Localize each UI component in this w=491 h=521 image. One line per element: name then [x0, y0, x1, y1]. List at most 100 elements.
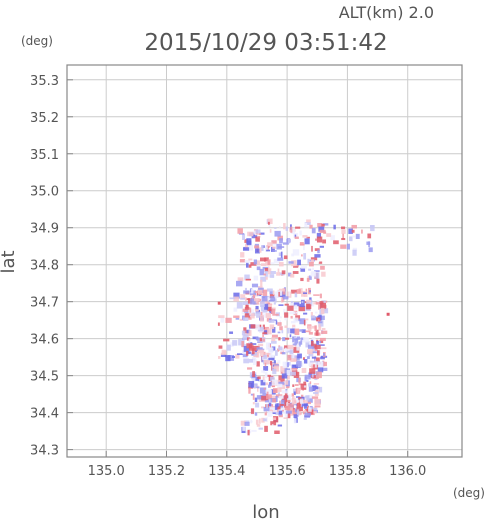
- echo-cell: [243, 345, 247, 352]
- echo-cell: [217, 301, 221, 305]
- echo-cell: [303, 291, 308, 297]
- echo-cell: [341, 226, 346, 230]
- echo-cell: [319, 302, 327, 309]
- echo-cell: [267, 221, 270, 225]
- echo-cell: [319, 293, 322, 299]
- echo-cell: [301, 367, 307, 373]
- echo-cell: [259, 232, 265, 235]
- echo-cell: [272, 368, 277, 375]
- echo-cell: [264, 303, 269, 310]
- echo-cell: [283, 255, 288, 260]
- echo-cell: [348, 236, 353, 242]
- echo-cell: [231, 356, 236, 358]
- echo-cell: [253, 259, 258, 265]
- echo-cell: [256, 311, 261, 318]
- echo-cell: [285, 380, 289, 385]
- echo-cell: [257, 376, 261, 380]
- echo-cell: [298, 305, 305, 312]
- echo-cell: [314, 405, 321, 408]
- echo-cell: [293, 302, 300, 307]
- x-tick-label: 135.6: [269, 464, 306, 479]
- echo-cell: [266, 304, 273, 310]
- echo-cell: [270, 262, 275, 265]
- echo-cell: [270, 308, 276, 314]
- echo-cell: [261, 395, 267, 401]
- echo-cell: [319, 341, 322, 344]
- echo-cell: [299, 242, 304, 246]
- echo-cell: [311, 371, 314, 378]
- y-unit-label: (deg): [21, 34, 53, 48]
- echo-cell: [254, 308, 259, 312]
- echo-cell: [266, 394, 272, 400]
- echo-cell: [311, 337, 316, 340]
- echo-cell: [272, 398, 277, 403]
- echo-cell: [257, 326, 264, 332]
- echo-cell: [256, 361, 260, 367]
- echo-cell: [300, 277, 304, 282]
- echo-cell: [270, 421, 277, 426]
- echo-cell: [255, 305, 259, 310]
- echo-cell: [287, 398, 292, 401]
- echo-cell: [304, 403, 307, 409]
- echo-cell: [267, 218, 273, 225]
- echo-cell: [289, 334, 292, 338]
- echo-cell: [253, 359, 257, 366]
- echo-cell: [277, 387, 282, 392]
- echo-cell: [287, 354, 292, 361]
- echo-cell: [237, 277, 244, 282]
- echo-cell: [263, 354, 267, 359]
- echo-cell: [245, 243, 249, 250]
- echo-cell: [244, 239, 248, 243]
- echo-cell: [246, 347, 250, 354]
- echo-cell: [227, 355, 235, 361]
- echo-cell: [320, 265, 325, 270]
- echo-cell: [308, 275, 312, 280]
- echo-cell: [294, 344, 298, 347]
- echo-cell: [241, 341, 244, 348]
- echo-cell: [233, 296, 239, 302]
- echo-cell: [259, 337, 263, 342]
- echo-cell: [317, 249, 320, 254]
- echo-cell: [290, 226, 293, 233]
- echo-cell: [244, 313, 251, 318]
- echo-cell: [280, 366, 287, 373]
- echo-cell: [254, 298, 260, 302]
- echo-cell: [248, 258, 253, 261]
- echo-cell: [265, 342, 271, 348]
- echo-cell: [264, 425, 268, 432]
- echo-cell: [257, 385, 259, 392]
- echo-cell: [265, 382, 269, 386]
- echo-cell: [235, 317, 240, 320]
- echo-cell: [229, 331, 234, 334]
- echo-cell: [246, 343, 253, 349]
- y-tick-label: 34.6: [30, 333, 59, 348]
- echo-cell: [299, 318, 306, 325]
- echo-cell: [314, 272, 320, 279]
- echo-cell: [242, 308, 249, 312]
- echo-cell: [218, 345, 223, 349]
- echo-cell: [263, 371, 265, 374]
- echo-cell: [237, 353, 244, 355]
- echo-cell: [294, 384, 299, 386]
- echo-cell: [280, 399, 285, 406]
- echo-cell: [264, 246, 268, 252]
- echo-cell: [294, 236, 299, 239]
- echo-cell: [311, 346, 318, 353]
- echo-cell: [256, 386, 260, 389]
- echo-cell: [306, 379, 309, 382]
- echo-cell: [318, 320, 324, 327]
- echo-cell: [296, 344, 300, 351]
- echo-cell: [307, 356, 310, 360]
- echo-cell: [298, 377, 301, 384]
- echo-cell: [304, 223, 308, 228]
- echo-cell: [248, 380, 255, 388]
- echo-cell: [303, 312, 308, 315]
- echo-cell: [250, 419, 253, 424]
- echo-cell: [267, 411, 273, 417]
- echo-cell: [279, 400, 281, 405]
- echo-cell: [269, 382, 271, 386]
- echo-cell: [301, 291, 306, 297]
- echo-cell: [290, 289, 298, 294]
- echo-cell: [303, 319, 306, 326]
- echo-cell: [278, 288, 285, 292]
